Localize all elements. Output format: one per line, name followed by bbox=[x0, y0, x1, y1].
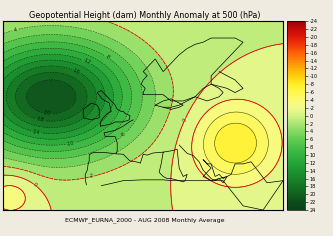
Text: 0: 0 bbox=[182, 117, 188, 122]
Text: -8: -8 bbox=[104, 54, 111, 61]
Text: -6: -6 bbox=[121, 131, 128, 138]
Text: -2: -2 bbox=[89, 173, 95, 179]
Text: Geopotential Height (dam) Monthly Anomaly at 500 (hPa): Geopotential Height (dam) Monthly Anomal… bbox=[29, 11, 261, 20]
Text: -12: -12 bbox=[82, 58, 91, 66]
Text: -4: -4 bbox=[13, 27, 19, 33]
Text: 0: 0 bbox=[32, 182, 38, 188]
Text: -20: -20 bbox=[43, 110, 52, 116]
Text: -10: -10 bbox=[66, 140, 75, 147]
Text: -14: -14 bbox=[32, 129, 41, 135]
Text: -18: -18 bbox=[35, 117, 44, 123]
Text: ECMWF_EURNA_2000 - AUG 2008 Monthly Average: ECMWF_EURNA_2000 - AUG 2008 Monthly Aver… bbox=[65, 217, 224, 223]
Text: -16: -16 bbox=[72, 67, 81, 75]
